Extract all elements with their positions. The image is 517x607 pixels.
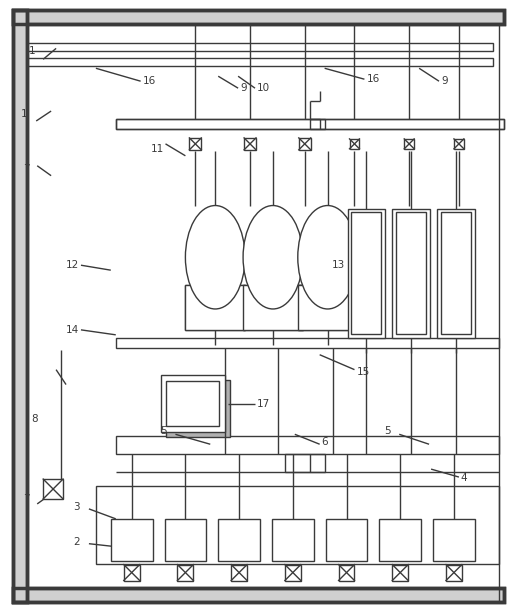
Bar [177,565,193,580]
Text: 3: 3 [73,502,80,512]
Text: 15: 15 [356,367,370,376]
Text: 5: 5 [161,426,167,436]
Bar [339,565,355,580]
Bar [437,209,475,338]
Bar [298,285,357,330]
Bar [13,10,27,602]
Text: 10: 10 [257,83,270,93]
Text: 2: 2 [73,537,80,547]
Bar [189,138,201,150]
Text: 1: 1 [29,46,36,56]
Ellipse shape [243,206,303,309]
Bar [161,375,225,432]
Bar [396,212,426,334]
Bar [116,119,325,129]
Text: 12: 12 [66,260,79,270]
Bar [96,486,499,563]
Bar [285,565,301,580]
Text: 16: 16 [367,74,379,84]
Ellipse shape [298,206,357,309]
Text: 9: 9 [441,76,448,86]
Bar [326,519,368,561]
Bar [352,212,382,334]
Ellipse shape [186,206,245,309]
Bar [454,139,464,149]
Bar [116,436,499,454]
Text: 1: 1 [21,109,28,119]
Bar [379,519,421,561]
Bar [13,10,27,602]
Bar [349,139,359,149]
Bar [446,565,462,580]
Bar [186,285,245,330]
Bar [124,565,140,580]
Bar [116,119,504,129]
Bar [111,519,153,561]
Bar [218,519,260,561]
Bar [13,588,504,602]
Bar [243,285,303,330]
Bar [231,565,247,580]
Text: 13: 13 [331,260,345,270]
Bar [164,519,206,561]
Text: 7: 7 [23,164,30,174]
Bar [13,10,504,24]
Bar [441,212,471,334]
Bar [166,381,219,426]
Bar [392,565,408,580]
Bar [404,139,414,149]
Bar [347,209,385,338]
Bar [43,479,63,499]
Text: 11: 11 [150,144,164,154]
Text: 7: 7 [23,494,30,504]
Bar [27,44,493,52]
Bar [285,454,325,472]
Text: 5: 5 [384,426,391,436]
Bar [165,379,230,437]
Text: 4: 4 [461,473,467,483]
Bar [27,58,493,66]
Text: 8: 8 [31,415,38,424]
Bar [310,119,504,129]
Text: 6: 6 [322,437,328,447]
Text: 16: 16 [143,76,156,86]
Bar [13,588,504,602]
Text: 14: 14 [66,325,79,335]
Bar [13,10,504,24]
Text: 17: 17 [257,399,270,410]
Text: 9: 9 [240,83,247,93]
Bar [392,209,430,338]
Bar [244,138,256,150]
Bar [272,519,314,561]
Bar [299,138,311,150]
Bar [116,338,499,348]
Bar [433,519,475,561]
